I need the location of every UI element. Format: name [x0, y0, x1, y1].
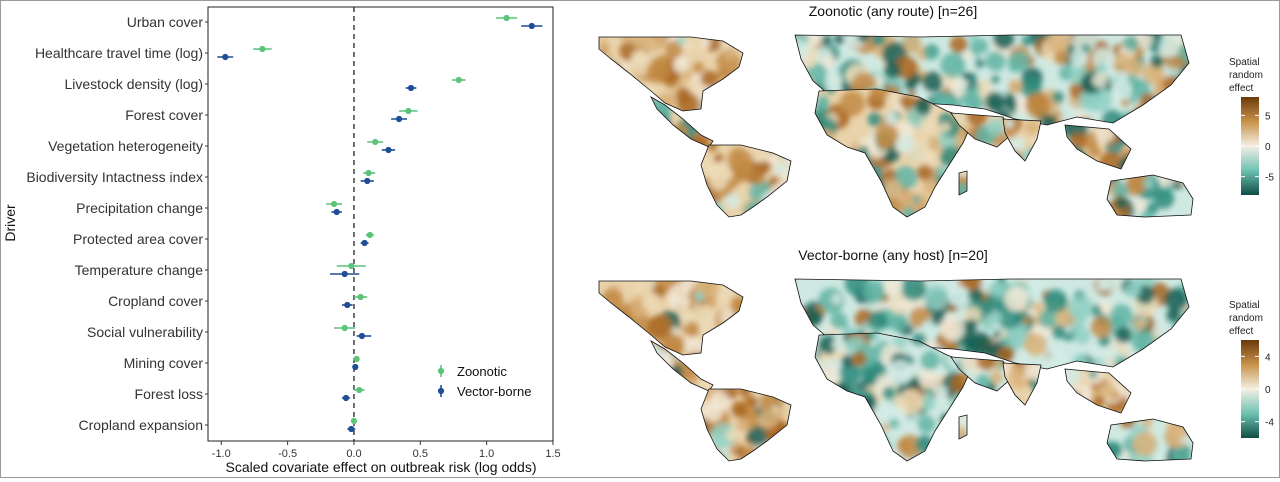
point-estimate — [407, 84, 415, 92]
y-tick-label: Forest loss — [135, 386, 203, 402]
region-north-america — [598, 36, 744, 112]
point-estimate — [372, 138, 379, 146]
region-australia — [1106, 174, 1194, 218]
colorbar-gradient — [1241, 340, 1259, 438]
legend: Zoonotic Vector-borne — [437, 364, 531, 399]
x-tick-label: -0.5 — [278, 448, 297, 460]
y-tick-label: Forest cover — [125, 107, 203, 123]
colorbar-tick-label: 0 — [1265, 385, 1271, 396]
colorbar-zoonotic: Spatial random effect 5 0 -5 — [1229, 57, 1274, 195]
colorbar-tick-label: 0 — [1265, 142, 1271, 153]
region-southeast-asia — [1064, 368, 1132, 414]
y-tick-label: Temperature change — [75, 262, 204, 278]
y-tick-labels: Urban cover Healthcare travel time (log) L… — [26, 14, 203, 433]
region-north-america — [598, 280, 744, 356]
colorbar-tick-label: -4 — [1265, 418, 1274, 429]
x-tick-labels: -1.0 -0.5 0.0 0.5 1.0 1.5 — [212, 448, 561, 460]
y-tick-label: Healthcare travel time (log) — [35, 45, 203, 61]
region-south-america — [700, 388, 792, 462]
legend-key-point — [437, 387, 445, 395]
y-tick-label: Protected area cover — [73, 231, 203, 247]
point-estimate — [366, 231, 373, 239]
point-estimate — [356, 386, 363, 394]
zoonotic-map-panel: Zoonotic (any route) [n=26] Spatial rand… — [598, 3, 1274, 218]
region-southeast-asia — [1064, 124, 1132, 170]
point-estimate — [405, 107, 412, 115]
point-estimate — [348, 262, 355, 270]
point-estimate — [353, 355, 360, 363]
plot-area — [207, 6, 554, 442]
zoonotic-map — [598, 34, 1194, 218]
y-tick-label: Biodiversity Intactness index — [26, 169, 203, 185]
point-estimate — [259, 45, 266, 53]
series-zoonotic — [253, 14, 518, 425]
map-title-zoonotic: Zoonotic (any route) [n=26] — [809, 3, 978, 19]
y-axis-title: Driver — [2, 204, 18, 242]
vector-borne-map — [598, 278, 1194, 462]
colorbar-tick-label: 5 — [1265, 111, 1271, 122]
point-estimate — [385, 146, 392, 154]
y-tick-marks — [205, 21, 208, 426]
x-axis-title: Scaled covariate effect on outbreak risk… — [225, 459, 536, 475]
y-tick-label: Cropland cover — [108, 293, 203, 309]
region-south-america — [700, 144, 792, 218]
vector-borne-map-panel: Vector-borne (any host) [n=20] Spatial r… — [598, 247, 1274, 462]
colorbar-label-line-2: random — [1229, 313, 1263, 324]
point-estimate — [222, 53, 229, 61]
y-tick-label: Precipitation change — [76, 200, 203, 216]
x-tick-label: 1.0 — [479, 448, 494, 460]
forest-marks — [217, 14, 543, 433]
colorbar-label-line-3: effect — [1229, 326, 1253, 337]
point-estimate — [330, 200, 338, 208]
point-estimate — [455, 76, 462, 84]
colorbar-label-line-1: Spatial — [1229, 57, 1260, 68]
colorbar-vector-borne: Spatial random effect 4 0 -4 — [1229, 300, 1274, 438]
point-estimate — [358, 332, 366, 340]
point-estimate — [348, 425, 355, 433]
point-estimate — [503, 14, 510, 22]
point-estimate — [333, 208, 340, 216]
y-tick-label: Livestock density (log) — [64, 76, 203, 92]
region-australia — [1106, 418, 1194, 462]
colorbar-label-line-3: effect — [1229, 83, 1253, 94]
x-tick-marks — [220, 441, 554, 445]
colorbar-tick-label: 4 — [1265, 352, 1271, 363]
point-estimate — [341, 324, 348, 332]
y-tick-label: Cropland expansion — [78, 417, 203, 433]
forest-plot: Urban cover Healthcare travel time (log) L… — [2, 6, 561, 475]
y-tick-label: Vegetation heterogeneity — [48, 138, 203, 154]
map-title-vector-borne: Vector-borne (any host) [n=20] — [798, 247, 988, 263]
point-estimate — [342, 394, 350, 402]
legend-label: Vector-borne — [457, 384, 531, 399]
point-estimate — [352, 363, 359, 371]
legend-key-point — [437, 367, 445, 375]
point-estimate — [528, 22, 535, 30]
point-estimate — [395, 115, 403, 123]
point-estimate — [344, 301, 351, 309]
y-tick-label: Urban cover — [127, 14, 204, 30]
y-tick-label: Social vulnerability — [87, 324, 203, 340]
colorbar-gradient — [1241, 97, 1259, 195]
point-estimate — [341, 270, 348, 278]
point-estimate — [361, 239, 368, 247]
point-estimate — [357, 293, 364, 301]
colorbar-label-line-1: Spatial — [1229, 300, 1260, 311]
region-madagascar — [958, 414, 968, 440]
colorbar-label-line-2: random — [1229, 70, 1263, 81]
y-tick-label: Mining cover — [124, 355, 204, 371]
region-madagascar — [958, 170, 968, 196]
x-tick-label: -1.0 — [212, 448, 231, 460]
x-tick-label: 0.5 — [413, 448, 428, 460]
series-vector-borne — [217, 22, 543, 433]
legend-label: Zoonotic — [457, 364, 507, 379]
point-estimate — [364, 177, 371, 185]
x-tick-label: 1.5 — [545, 448, 560, 460]
point-estimate — [365, 169, 372, 177]
colorbar-tick-label: -5 — [1265, 173, 1274, 184]
point-estimate — [350, 417, 358, 425]
x-tick-label: 0.0 — [346, 448, 361, 460]
